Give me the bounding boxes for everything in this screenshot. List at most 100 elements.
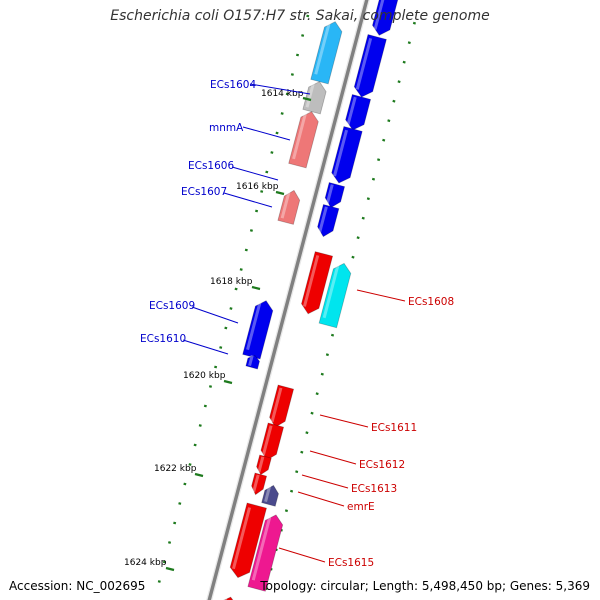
feature-highlight <box>232 507 251 570</box>
right-guide-tick <box>325 353 329 357</box>
right-guide-tick <box>320 372 324 376</box>
feature-block <box>302 81 327 115</box>
left-guide-tick <box>229 307 233 310</box>
feature-block <box>310 21 343 85</box>
ruler-label: 1618 kbp <box>210 277 253 287</box>
feature-highlight <box>305 81 316 108</box>
feature-block <box>251 472 268 496</box>
ruler-label: 1620 kbp <box>183 371 226 381</box>
left-guide-tick <box>270 151 274 154</box>
feature-block <box>261 484 279 507</box>
right-guide-tick <box>392 99 396 103</box>
feature-block <box>260 422 285 461</box>
left-guide-tick <box>275 131 279 135</box>
right-guide-tick <box>356 236 360 240</box>
left-guide-tick <box>285 92 289 96</box>
left-guide-tick <box>260 190 264 193</box>
feature-highlight <box>261 425 273 456</box>
right-guide-tick <box>387 119 391 123</box>
gene-label: ECs1612 <box>359 459 405 471</box>
gene-leader-line <box>301 474 349 489</box>
feature-block <box>317 204 340 238</box>
gene-leader-line <box>278 547 326 563</box>
right-guide-tick <box>397 80 401 84</box>
left-guide-tick <box>183 482 187 486</box>
feature-highlight <box>333 129 348 177</box>
gene-label: ECs1610 <box>140 333 186 345</box>
left-guide-tick <box>265 170 269 174</box>
feature-highlight <box>325 184 334 205</box>
left-guide-tick <box>301 34 305 37</box>
feature-highlight <box>322 264 340 319</box>
gene-leader-line <box>191 306 239 324</box>
gene-label: ECs1607 <box>181 186 227 198</box>
left-guide-tick <box>280 112 284 115</box>
ruler-tick <box>302 96 312 102</box>
feature-block <box>247 514 284 592</box>
feature-highlight <box>303 255 320 307</box>
feature-highlight <box>280 190 291 219</box>
right-guide-tick <box>351 255 355 259</box>
gene-label: ECs1615 <box>328 557 374 569</box>
left-guide-tick <box>306 14 310 18</box>
right-guide-tick <box>330 333 335 337</box>
feature-block <box>256 454 272 476</box>
left-guide-tick <box>162 560 166 564</box>
feature-block <box>269 384 295 428</box>
feature-highlight <box>248 355 254 366</box>
feature-highlight <box>264 485 272 502</box>
left-guide-tick <box>239 268 243 271</box>
feature-block <box>229 502 267 579</box>
feature-highlight <box>355 38 373 90</box>
right-guide-tick <box>407 41 411 45</box>
feature-block <box>331 126 363 184</box>
gene-label: ECs1606 <box>188 160 234 172</box>
gene-label: ECs1609 <box>149 300 195 312</box>
gene-label: ECs1611 <box>371 422 417 434</box>
gene-label: mnmA <box>209 122 244 134</box>
left-guide-tick <box>157 580 161 583</box>
right-guide-tick <box>295 470 299 474</box>
feature-highlight <box>252 474 260 493</box>
feature-block <box>245 354 260 370</box>
left-guide-tick <box>224 326 228 330</box>
feature-block <box>372 0 399 36</box>
feature-highlight <box>314 22 331 75</box>
gene-leader-line <box>223 192 273 208</box>
feature-highlight <box>246 301 262 351</box>
feature-block <box>288 111 319 169</box>
left-guide-tick <box>249 229 253 232</box>
feature-highlight <box>318 206 328 233</box>
right-guide-tick <box>300 450 304 454</box>
left-guide-tick <box>198 424 202 427</box>
left-guide-tick <box>219 346 223 349</box>
right-guide-tick <box>310 411 314 415</box>
ruler-label: 1614 kbp <box>261 89 304 99</box>
gene-label: emrE <box>347 501 375 513</box>
left-guide-tick <box>173 521 177 525</box>
feature-highlight <box>373 0 385 30</box>
left-guide-tick <box>244 248 248 252</box>
gene-leader-line <box>242 126 291 141</box>
gene-leader-line <box>231 166 279 181</box>
left-guide-tick <box>290 73 294 76</box>
feature-block <box>353 34 387 98</box>
gene-leader-line <box>309 450 357 465</box>
right-guide-tick <box>366 197 370 201</box>
left-guide-tick <box>295 53 300 57</box>
gene-leader-line <box>249 83 311 95</box>
left-guide-tick <box>203 404 207 408</box>
left-guide-tick <box>168 541 172 544</box>
gene-label: ECs1613 <box>351 483 397 495</box>
ruler-tick <box>251 285 261 291</box>
accession-label: Accession: NC_002695 <box>9 579 146 593</box>
ruler-tick <box>275 190 285 196</box>
backbone-line <box>207 0 369 600</box>
genome-stats-label: Topology: circular; Length: 5,498,450 bp… <box>260 579 590 593</box>
right-guide-tick <box>371 177 376 181</box>
feature-highlight <box>270 387 283 423</box>
gene-label: ECs1604 <box>210 79 256 91</box>
ruler-label: 1622 kbp <box>154 464 197 474</box>
left-guide-tick <box>193 443 197 447</box>
